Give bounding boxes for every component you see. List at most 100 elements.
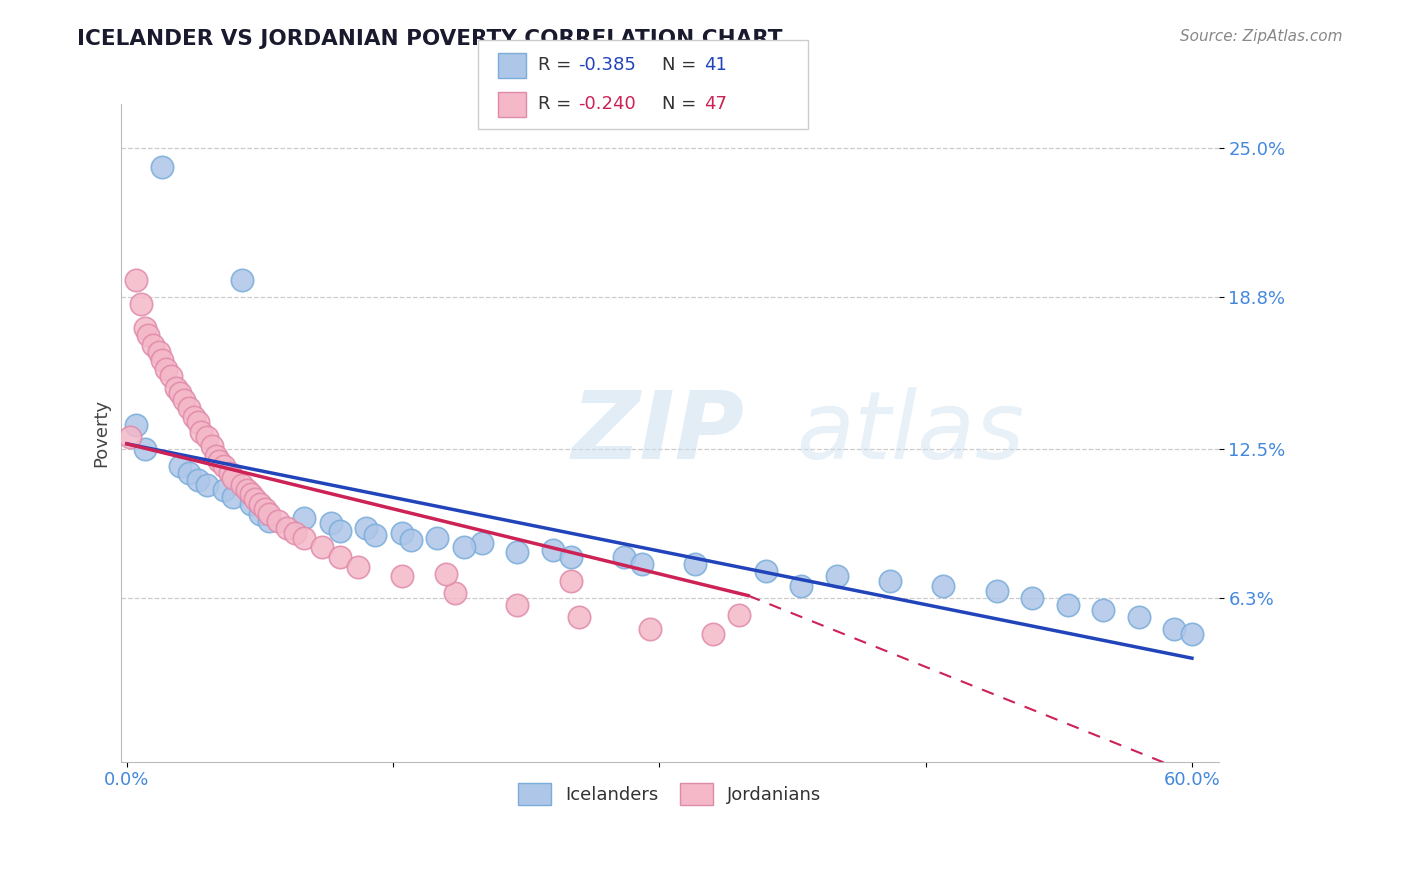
Point bbox=[613, 549, 636, 564]
Point bbox=[169, 386, 191, 401]
Point bbox=[231, 477, 253, 491]
Point bbox=[1021, 591, 1043, 605]
Text: R =: R = bbox=[538, 56, 578, 74]
Text: N =: N = bbox=[662, 95, 702, 113]
Legend: Icelanders, Jordanians: Icelanders, Jordanians bbox=[512, 775, 828, 812]
Point bbox=[204, 449, 226, 463]
Point bbox=[1181, 627, 1204, 641]
Point bbox=[240, 487, 263, 501]
Point bbox=[391, 525, 413, 540]
Point bbox=[329, 524, 352, 538]
Point bbox=[986, 583, 1008, 598]
Point bbox=[426, 531, 449, 545]
Point bbox=[364, 528, 387, 542]
Point bbox=[243, 492, 266, 507]
Point bbox=[214, 458, 236, 473]
Point bbox=[222, 470, 245, 484]
Point bbox=[214, 483, 236, 497]
Point bbox=[201, 439, 224, 453]
Text: -0.240: -0.240 bbox=[578, 95, 636, 113]
Point bbox=[134, 321, 156, 335]
Point bbox=[728, 607, 751, 622]
Point bbox=[568, 610, 591, 624]
Point bbox=[879, 574, 901, 588]
Point bbox=[254, 501, 277, 516]
Point bbox=[173, 393, 195, 408]
Point bbox=[560, 574, 582, 588]
Point bbox=[346, 559, 368, 574]
Point bbox=[187, 473, 209, 487]
Point bbox=[640, 622, 662, 636]
Point bbox=[630, 558, 652, 572]
Point bbox=[506, 545, 529, 559]
Point bbox=[124, 273, 146, 287]
Point bbox=[284, 525, 307, 540]
Point bbox=[129, 297, 152, 311]
Point bbox=[444, 586, 467, 600]
Text: ZIP: ZIP bbox=[571, 387, 744, 479]
Point bbox=[222, 490, 245, 504]
Point bbox=[249, 497, 271, 511]
Point bbox=[208, 453, 231, 467]
Point bbox=[541, 542, 564, 557]
Point bbox=[169, 458, 191, 473]
Point bbox=[453, 541, 475, 555]
Text: 47: 47 bbox=[704, 95, 727, 113]
Point bbox=[120, 429, 142, 443]
Point bbox=[1092, 603, 1115, 617]
Point bbox=[1163, 622, 1185, 636]
Point bbox=[755, 565, 778, 579]
Point bbox=[236, 483, 259, 497]
Y-axis label: Poverty: Poverty bbox=[93, 399, 110, 467]
Point bbox=[292, 531, 315, 545]
Text: Source: ZipAtlas.com: Source: ZipAtlas.com bbox=[1180, 29, 1343, 44]
Point bbox=[218, 466, 240, 480]
Point bbox=[155, 362, 177, 376]
Point bbox=[183, 410, 205, 425]
Point bbox=[560, 549, 582, 564]
Text: -0.385: -0.385 bbox=[578, 56, 636, 74]
Point bbox=[195, 429, 218, 443]
Point bbox=[825, 569, 848, 583]
Point bbox=[683, 558, 706, 572]
Point bbox=[932, 579, 955, 593]
Point bbox=[177, 401, 200, 415]
Point bbox=[399, 533, 422, 548]
Point bbox=[136, 328, 159, 343]
Point bbox=[257, 507, 280, 521]
Point bbox=[356, 521, 378, 535]
Point bbox=[391, 569, 413, 583]
Point bbox=[124, 417, 146, 432]
Point bbox=[249, 507, 271, 521]
Point bbox=[319, 516, 342, 531]
Point bbox=[160, 369, 183, 384]
Point bbox=[434, 566, 457, 581]
Point bbox=[187, 415, 209, 429]
Point bbox=[150, 352, 173, 367]
Point bbox=[166, 381, 188, 395]
Point bbox=[292, 511, 315, 525]
Point bbox=[702, 627, 724, 641]
Text: R =: R = bbox=[538, 95, 578, 113]
Point bbox=[266, 514, 288, 528]
Point bbox=[471, 535, 494, 549]
Point bbox=[240, 497, 263, 511]
Point bbox=[257, 514, 280, 528]
Text: N =: N = bbox=[662, 56, 702, 74]
Point bbox=[195, 477, 218, 491]
Point bbox=[177, 466, 200, 480]
Point bbox=[190, 425, 212, 439]
Point bbox=[1128, 610, 1150, 624]
Point bbox=[142, 338, 165, 352]
Point bbox=[148, 345, 170, 359]
Point bbox=[790, 579, 813, 593]
Text: ICELANDER VS JORDANIAN POVERTY CORRELATION CHART: ICELANDER VS JORDANIAN POVERTY CORRELATI… bbox=[77, 29, 783, 48]
Point bbox=[150, 160, 173, 174]
Point bbox=[1056, 598, 1078, 612]
Point bbox=[276, 521, 298, 535]
Text: atlas: atlas bbox=[796, 387, 1025, 478]
Point bbox=[506, 598, 529, 612]
Text: 41: 41 bbox=[704, 56, 727, 74]
Point bbox=[329, 549, 352, 564]
Point bbox=[231, 273, 253, 287]
